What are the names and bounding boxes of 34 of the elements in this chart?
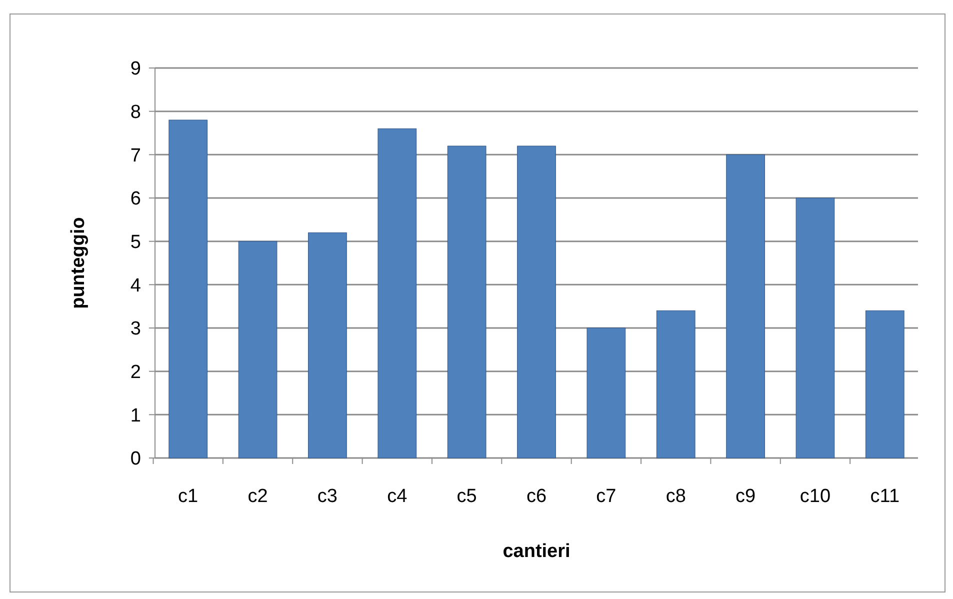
- x-tick-label: c3: [317, 486, 338, 507]
- y-tick-label: 2: [130, 362, 141, 383]
- y-axis-title: punteggio: [68, 217, 89, 309]
- y-tick-label: 8: [130, 102, 141, 123]
- y-tick-label: 5: [130, 232, 141, 253]
- y-tick-label: 1: [130, 405, 141, 426]
- y-tick-label: 3: [130, 318, 141, 340]
- y-tick-label: 6: [130, 188, 141, 210]
- x-axis-title: cantieri: [502, 541, 570, 562]
- x-tick-label: c4: [387, 486, 408, 507]
- bar: [726, 154, 765, 458]
- x-tick-label: c5: [456, 486, 477, 507]
- bar: [656, 310, 696, 458]
- bar: [308, 232, 347, 458]
- y-tick-label: 0: [130, 448, 141, 470]
- bar: [447, 146, 486, 458]
- bar: [796, 198, 835, 458]
- bar: [378, 128, 417, 458]
- x-tick-label: c1: [178, 486, 198, 507]
- y-tick-label: 9: [130, 58, 141, 80]
- x-tick-label: c6: [526, 486, 547, 507]
- x-tick-label: c10: [800, 486, 831, 507]
- bar: [238, 241, 278, 458]
- bar: [517, 146, 556, 458]
- x-tick-label: c9: [736, 486, 756, 507]
- bar: [168, 120, 208, 458]
- y-tick-label: 7: [130, 145, 141, 166]
- bar: [586, 328, 626, 458]
- x-tick-label: c11: [870, 486, 900, 507]
- x-tick-label: c2: [248, 486, 268, 507]
- x-tick-label: c8: [666, 486, 686, 507]
- bar: [865, 310, 904, 458]
- y-tick-label: 4: [130, 275, 142, 296]
- x-tick-label: c7: [596, 486, 616, 507]
